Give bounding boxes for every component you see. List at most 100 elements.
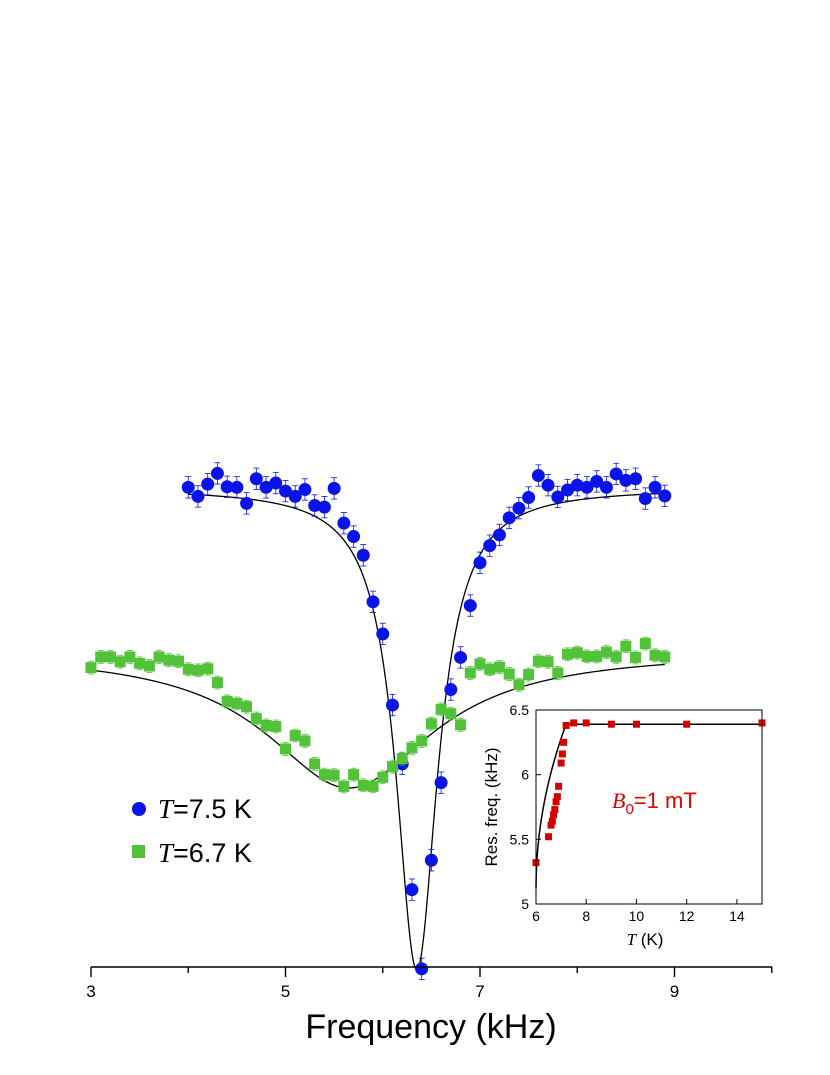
marker-square xyxy=(328,769,340,781)
inset-point-1 xyxy=(545,833,553,841)
marker-square xyxy=(280,743,291,755)
marker-square xyxy=(182,663,194,675)
series-0-point-49 xyxy=(658,484,672,507)
series-0-point-30 xyxy=(473,551,487,574)
marker-circle xyxy=(298,482,312,496)
series-0-point-10 xyxy=(279,479,292,503)
series-0-point-26 xyxy=(434,771,448,794)
marker-square xyxy=(435,703,447,715)
marker-circle xyxy=(609,467,623,481)
series-1-point-7 xyxy=(153,650,165,664)
marker-square xyxy=(649,649,661,661)
series-0-point-3 xyxy=(210,462,224,485)
marker-square xyxy=(425,718,437,730)
marker-square xyxy=(153,651,165,663)
inset-annotation-var: B xyxy=(612,788,625,813)
series-1-point-35 xyxy=(425,716,437,731)
inset-y-axis-title: Res. freq. (kHz) xyxy=(482,747,501,866)
marker-square xyxy=(211,677,223,689)
marker-square xyxy=(250,712,262,724)
series-1-point-59 xyxy=(659,650,671,664)
series-1-point-9 xyxy=(173,654,185,669)
inset-fit-curve xyxy=(535,723,762,889)
series-0-point-32 xyxy=(492,523,506,547)
marker-circle xyxy=(599,480,613,494)
marker-circle xyxy=(201,477,215,491)
marker-circle xyxy=(512,501,526,515)
inset-y-tick-label-3: 6.5 xyxy=(510,702,530,718)
series-1-point-21 xyxy=(289,728,301,743)
series-0-point-6 xyxy=(240,492,254,515)
marker-circle xyxy=(415,962,429,976)
series-1-point-46 xyxy=(532,654,544,669)
marker-circle xyxy=(629,472,643,486)
series-0-point-24 xyxy=(415,957,429,980)
series-0-point-29 xyxy=(463,594,477,617)
marker-circle xyxy=(463,599,477,613)
series-0-point-7 xyxy=(249,467,263,490)
marker-circle xyxy=(240,496,254,510)
marker-circle xyxy=(385,698,399,712)
series-1-point-57 xyxy=(639,636,651,651)
marker-circle xyxy=(590,474,604,488)
series-1-point-47 xyxy=(542,654,554,669)
marker-circle xyxy=(249,472,263,486)
series-0-point-42 xyxy=(590,470,604,493)
series-0-point-34 xyxy=(512,497,526,520)
marker-circle xyxy=(308,499,322,513)
marker-circle xyxy=(551,490,565,504)
marker-circle xyxy=(541,478,555,492)
series-1-point-50 xyxy=(571,645,583,660)
series-1-point-33 xyxy=(406,741,418,755)
marker-square xyxy=(542,656,554,668)
marker-square xyxy=(406,742,418,754)
series-0-point-12 xyxy=(298,478,312,501)
marker-square xyxy=(523,669,535,681)
main-markers xyxy=(85,462,672,980)
series-0-point-31 xyxy=(483,534,497,557)
marker-circle xyxy=(473,556,487,570)
marker-square xyxy=(630,651,642,663)
inset-point-2 xyxy=(547,821,555,829)
marker-square xyxy=(309,758,321,770)
legend-rest-6.7K: =6.7 K xyxy=(173,838,252,868)
marker-square xyxy=(318,769,330,781)
marker-circle xyxy=(502,511,516,525)
series-0-point-28 xyxy=(454,646,468,669)
series-0-point-13 xyxy=(308,494,322,517)
marker-square xyxy=(493,661,505,673)
marker-circle xyxy=(269,476,283,490)
x-axis-title: Frequency (kHz) xyxy=(305,1008,556,1046)
marker-square xyxy=(503,668,515,680)
inset-frame xyxy=(535,709,763,905)
marker-square xyxy=(416,735,428,747)
inset-point-13 xyxy=(570,719,578,727)
series-0-point-18 xyxy=(356,544,370,567)
marker-square xyxy=(464,667,476,679)
marker-square xyxy=(367,780,379,792)
inset-x-tick-label-6: 6 xyxy=(532,908,540,924)
series-1-point-58 xyxy=(649,648,661,663)
legend-var-7.5K: T xyxy=(158,794,175,824)
series-1-point-40 xyxy=(474,657,486,671)
series-0-point-19 xyxy=(366,590,380,613)
marker-circle xyxy=(220,480,234,494)
series-1-point-13 xyxy=(211,675,223,690)
marker-square xyxy=(134,657,146,669)
legend-marker-7.5K xyxy=(132,802,146,816)
inset-x-rest: (K) xyxy=(636,930,663,949)
series-0-point-44 xyxy=(609,462,623,486)
series-1-point-17 xyxy=(250,711,262,726)
marker-square xyxy=(571,647,583,659)
series-1-point-8 xyxy=(163,653,175,667)
marker-circle xyxy=(405,883,419,897)
marker-square xyxy=(513,679,525,691)
series-1-point-44 xyxy=(513,677,525,692)
series-0-point-9 xyxy=(269,471,283,495)
marker-circle xyxy=(181,480,195,494)
x-tick-label-3: 3 xyxy=(86,982,95,1001)
series-1-point-34 xyxy=(416,734,428,748)
inset-x-tick-label-14: 14 xyxy=(729,908,745,924)
